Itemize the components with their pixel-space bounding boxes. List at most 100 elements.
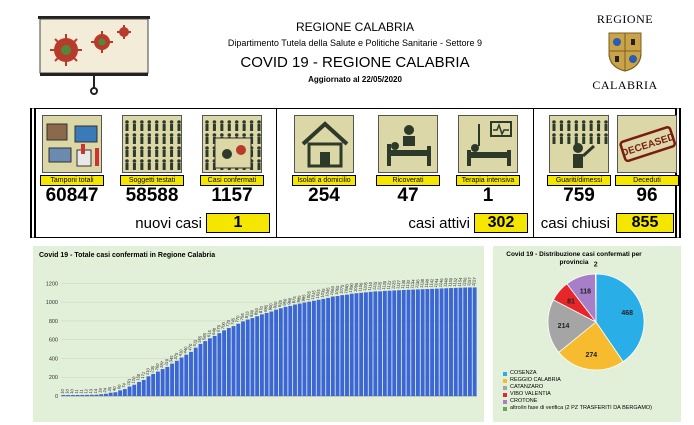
person-figure (132, 159, 137, 163)
bar-value-label: 850 (253, 307, 259, 315)
legend-swatch (503, 406, 507, 411)
bar (99, 394, 104, 396)
person-figure (132, 163, 136, 170)
pie-value-label: 81 (567, 298, 575, 305)
person-figure (132, 146, 137, 150)
bar-value-label: 287 (159, 360, 165, 368)
bar-value-label: 1157 (471, 276, 478, 286)
person-figure (597, 137, 601, 144)
person-figure (596, 120, 601, 124)
person-figure (169, 146, 174, 150)
bar-value-label: 985 (296, 294, 302, 302)
bar-value-label: 1105 (362, 281, 369, 291)
bar-value-label: 975 (291, 295, 297, 303)
tile-ricoverati: Ricoverati 47 (376, 115, 440, 206)
person-figure (559, 133, 564, 137)
bar-value-label: 1025 (315, 288, 322, 299)
y-tick-label: 600 (49, 338, 58, 344)
person-figure (227, 133, 232, 137)
bar-value-label: 19 (97, 387, 103, 393)
bar-value-label: 1136 (414, 278, 421, 288)
person-figure (147, 120, 152, 124)
person-figure (140, 146, 144, 150)
person-figure (162, 150, 166, 157)
bar-value-label: 260 (154, 362, 160, 370)
bar-value-label: 10 (69, 388, 75, 394)
person-figure (162, 133, 166, 137)
person-figure (242, 124, 246, 131)
bar (179, 357, 184, 396)
bar (189, 351, 193, 396)
bar-value-label: 375 (173, 352, 179, 360)
person-figure (604, 133, 608, 137)
bar (146, 376, 151, 396)
bar (222, 330, 227, 396)
person-figure (147, 163, 151, 170)
bar (217, 333, 222, 396)
bar (378, 291, 383, 396)
bar (316, 299, 321, 396)
person-figure (242, 120, 246, 124)
person-figure (205, 120, 209, 124)
pie-slice (558, 321, 624, 371)
legend-swatch (503, 399, 507, 404)
casi-attivi-value: 302 (474, 213, 528, 233)
bar (467, 287, 472, 396)
person-figure (222, 149, 232, 159)
bar-value-label: 640 (211, 327, 217, 335)
bar (302, 302, 307, 396)
bar (335, 296, 340, 396)
bar-value-label: 1138 (419, 278, 426, 288)
person-figure (125, 133, 129, 137)
y-tick-label: 200 (49, 375, 58, 381)
tile-label: Casi confermati (200, 175, 264, 186)
bar (297, 303, 302, 396)
tile-label: Soggetti testati (120, 175, 184, 186)
pie-legend-item: REGGIO CALABRIA (503, 377, 652, 384)
person-figure (162, 163, 166, 170)
tile-label: Ricoverati (376, 175, 440, 186)
person-figure (169, 159, 174, 163)
person-figure (567, 120, 571, 124)
bar (207, 338, 212, 396)
person-figure (567, 137, 571, 144)
person-figure (125, 159, 129, 163)
tile-confermati: Casi confermati 1157 (200, 115, 264, 206)
bar-value-label: 1132 (405, 279, 412, 289)
bar-value-label: 24 (102, 387, 108, 393)
bar (345, 294, 349, 396)
bar-value-label: 1035 (319, 287, 326, 298)
bar-value-label: 10 (59, 388, 65, 394)
bar (245, 319, 250, 396)
bar (108, 392, 113, 396)
bar (387, 290, 392, 396)
person-figure (140, 150, 144, 157)
bar (472, 287, 477, 396)
bar-value-label: 101 (126, 377, 132, 385)
province-pie-chart: 468 274 214 81 118 2 (547, 262, 645, 371)
bar-value-label: 1080 (343, 283, 350, 294)
person-figure (257, 120, 261, 124)
region-heading: REGIONE CALABRIA (295, 20, 415, 34)
person-figure (559, 124, 563, 131)
person-figure (227, 124, 231, 131)
y-tick-label: 0 (55, 394, 58, 400)
bar (444, 288, 449, 396)
bar (321, 298, 326, 396)
person-figure (162, 137, 166, 144)
tile-label: Terapia intensiva (456, 175, 520, 186)
person-figure (169, 120, 174, 124)
tile-value: 759 (563, 185, 595, 206)
person-figure (170, 124, 174, 131)
person-figure (132, 133, 137, 137)
legend-label: CROTONE (510, 398, 538, 404)
pie-legend-item: altro/in fase di verifica (2 PZ TRASFERI… (503, 405, 652, 412)
person-figure (170, 137, 174, 144)
person-figure (567, 133, 571, 137)
bar-value-label: 1045 (324, 286, 331, 297)
intensive-care-icon (458, 115, 518, 173)
person-figure (250, 124, 254, 131)
pie-chart-title: Covid 19 - Distribuzione casi confermati… (506, 251, 642, 266)
hospital-bed-icon (378, 115, 438, 173)
person-figure (154, 120, 159, 124)
